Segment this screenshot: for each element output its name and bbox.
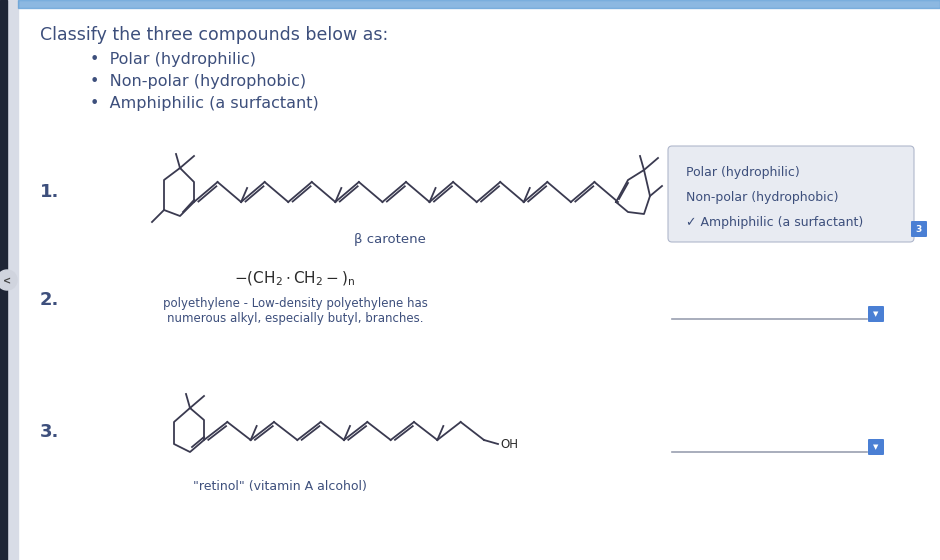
Text: ▼: ▼	[873, 311, 879, 317]
Text: •  Polar (hydrophilic): • Polar (hydrophilic)	[90, 52, 256, 67]
Text: Polar (hydrophilic): Polar (hydrophilic)	[686, 166, 800, 179]
Bar	[18, 0, 940, 8]
Text: 3: 3	[916, 225, 922, 234]
Circle shape	[0, 270, 17, 290]
Text: ✓ Amphiphilic (a surfactant): ✓ Amphiphilic (a surfactant)	[686, 216, 863, 229]
Text: <: <	[3, 276, 11, 286]
Text: polyethylene - Low-density polyethylene has
numerous alkyl, especially butyl, br: polyethylene - Low-density polyethylene …	[163, 297, 428, 325]
Text: ▼: ▼	[873, 444, 879, 450]
Text: 3.: 3.	[40, 423, 59, 441]
Text: 1.: 1.	[40, 183, 59, 201]
Text: •  Non-polar (hydrophobic): • Non-polar (hydrophobic)	[90, 74, 306, 89]
Bar	[0, 0, 7, 560]
Bar	[0, 0, 18, 560]
Text: Classify the three compounds below as:: Classify the three compounds below as:	[40, 26, 388, 44]
Text: •  Amphiphilic (a surfactant): • Amphiphilic (a surfactant)	[90, 96, 319, 111]
Text: Non-polar (hydrophobic): Non-polar (hydrophobic)	[686, 191, 838, 204]
Text: $\mathsf{-(CH_2 \cdot CH_2 -)_n}$: $\mathsf{-(CH_2 \cdot CH_2 -)_n}$	[234, 270, 355, 288]
Text: β carotene: β carotene	[354, 233, 426, 246]
Text: 2.: 2.	[40, 291, 59, 309]
FancyBboxPatch shape	[668, 146, 914, 242]
FancyBboxPatch shape	[868, 306, 884, 322]
FancyBboxPatch shape	[868, 439, 884, 455]
Text: OH: OH	[500, 438, 518, 451]
Text: "retinol" (vitamin A alcohol): "retinol" (vitamin A alcohol)	[193, 480, 367, 493]
FancyBboxPatch shape	[911, 221, 927, 237]
